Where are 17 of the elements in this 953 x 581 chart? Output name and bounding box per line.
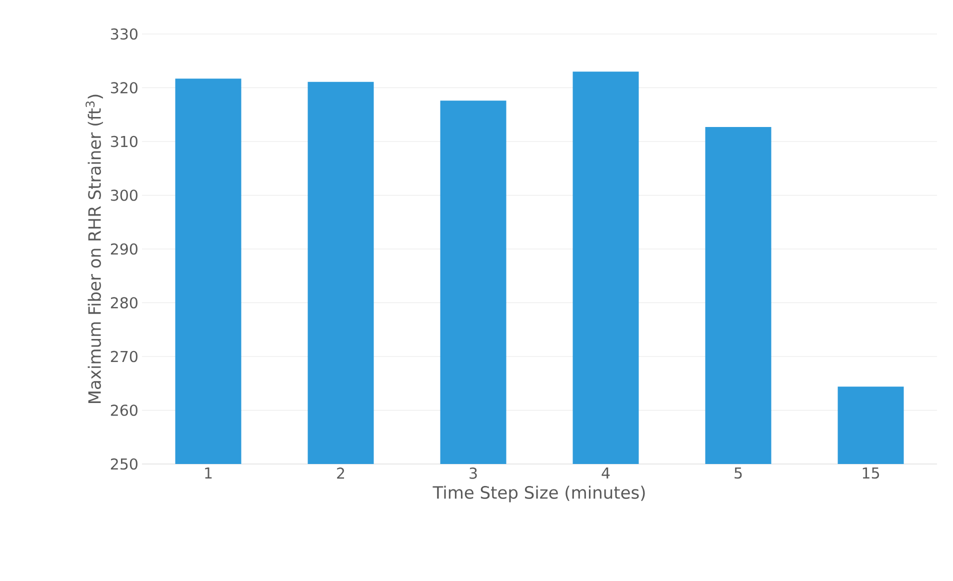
y-tick-label: 270 xyxy=(110,350,138,362)
y-tick-label: 260 xyxy=(110,404,138,416)
y-tick-label: 320 xyxy=(110,82,138,94)
y-tick-label: 310 xyxy=(110,136,138,148)
x-axis-title: Time Step Size (minutes) xyxy=(432,486,645,502)
y-tick-label: 280 xyxy=(110,297,138,308)
x-tick-label: 1 xyxy=(205,468,212,478)
y-tick-label: 300 xyxy=(110,190,138,201)
x-tick-label: 2 xyxy=(337,468,344,479)
y-tick-label: 290 xyxy=(110,243,138,255)
x-tick-label: 5 xyxy=(734,468,742,479)
y-tick-label: 250 xyxy=(110,458,138,470)
x-tick-label: 3 xyxy=(470,468,477,479)
x-tick-label: 15 xyxy=(862,468,879,479)
y-tick-label: 330 xyxy=(110,28,138,40)
x-tick-label: 4 xyxy=(602,468,610,478)
y-axis-title: Maximum Fiber on RHR Strainer (ft$^{3}$) xyxy=(86,94,103,404)
